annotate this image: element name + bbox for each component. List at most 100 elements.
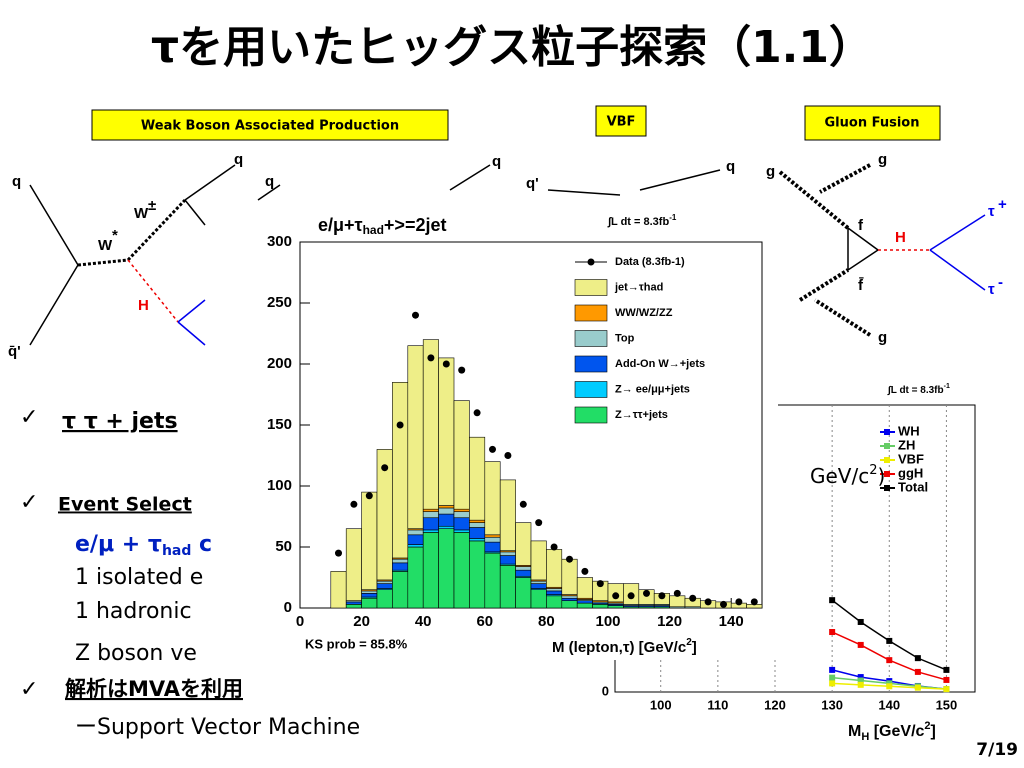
series-marker	[943, 686, 950, 693]
text: e/μ+τ	[318, 215, 363, 235]
y-tick-label: 200	[267, 355, 292, 372]
data-point	[396, 421, 404, 429]
series-marker	[857, 677, 864, 684]
data-point	[643, 589, 650, 597]
y-tick-label: 100	[267, 477, 292, 494]
lumi: ∫L dt = 8.3fb-1	[887, 383, 950, 396]
histogram-bar	[515, 566, 532, 571]
x-tick-label: 100	[650, 697, 672, 712]
page-number: 7/19	[976, 740, 1018, 760]
x-tick-label: 40	[415, 613, 432, 630]
histogram-bar	[546, 588, 563, 592]
histogram-bar	[530, 540, 547, 581]
diagram-label: W	[98, 237, 113, 254]
label-box	[595, 105, 647, 137]
diagram-label: g	[878, 151, 887, 168]
legend-swatch	[574, 304, 608, 322]
diagram-label: *	[112, 227, 118, 244]
data-point	[596, 580, 604, 588]
x-tick-label: 20	[353, 613, 370, 630]
histogram-bar	[484, 541, 501, 553]
bullet-text: e/μ + τhad c	[75, 532, 212, 559]
data-point	[427, 354, 435, 362]
diagram-label: f̄	[858, 276, 864, 294]
histogram-chart: e/μ+τhad+>=2jet ∫L dt = 8.3fb-1 KS prob …	[258, 210, 778, 660]
histogram-bar	[484, 536, 501, 543]
bullet-text: ーSupport Vector Machine	[75, 715, 360, 740]
diagram-label: q	[265, 173, 274, 190]
histogram-bar	[361, 597, 378, 609]
histogram-bar	[422, 517, 439, 531]
x-tick-label: 140	[878, 697, 900, 712]
data-point	[381, 464, 389, 472]
histogram-bar	[422, 532, 439, 609]
text: e/μ + τ	[75, 532, 162, 557]
histogram-bar	[392, 381, 409, 559]
histogram-bar	[453, 511, 470, 519]
data-point	[627, 592, 635, 600]
label-box	[91, 109, 449, 141]
superscript: 2	[869, 463, 877, 478]
histogram-bar	[469, 519, 486, 523]
subscript: had	[162, 543, 191, 559]
text: ]	[692, 639, 697, 656]
histogram-bar	[484, 461, 501, 536]
diagram-label: g	[878, 329, 887, 346]
text: M (lepton,τ) [GeV/c	[552, 639, 686, 656]
series-marker	[914, 668, 921, 675]
data-point	[350, 500, 358, 508]
histogram-bar	[530, 589, 547, 609]
legend-label: Add-On W→+jets	[615, 358, 705, 370]
subscript: H	[861, 731, 869, 743]
y-tick-label: 0	[602, 683, 609, 698]
x-tick-label: 120	[657, 613, 682, 630]
data-point	[489, 445, 496, 453]
histogram-bar	[499, 551, 516, 556]
histogram-bar	[453, 400, 470, 510]
subscript: had	[363, 223, 384, 237]
histogram-bar	[499, 564, 516, 609]
diagram-label: f	[858, 217, 864, 234]
histogram-bar	[438, 528, 455, 609]
histogram-bar	[453, 508, 470, 512]
data-point	[704, 598, 712, 606]
series-marker	[857, 618, 864, 625]
histogram-bar	[392, 562, 409, 571]
diagram-label: +	[998, 196, 1007, 213]
histogram-bar	[546, 549, 563, 588]
histogram-bar	[407, 345, 424, 530]
histogram-bar	[469, 538, 486, 542]
diagram-label: τ	[988, 281, 995, 298]
histogram-bar	[422, 508, 439, 512]
legend-marker	[884, 457, 890, 463]
histogram-bar	[361, 491, 378, 591]
x-tick-label: 120	[764, 697, 786, 712]
y-tick-label: 300	[267, 233, 292, 250]
text: )	[878, 464, 886, 488]
bullet-text: Event Select	[58, 494, 192, 516]
data-point	[473, 409, 481, 417]
x-tick-label: 150	[936, 697, 958, 712]
histogram-bar	[422, 529, 439, 533]
histogram-bar	[361, 590, 378, 594]
lumi: ∫L dt = 8.3fb-1	[607, 213, 677, 228]
series-marker	[914, 684, 921, 691]
check: ✓	[20, 405, 38, 430]
legend-label: Z→ ee/μμ+jets	[615, 383, 690, 395]
histogram-bar	[407, 544, 424, 548]
histogram-bar	[345, 604, 362, 609]
unit-fragment: GeV/c2)	[810, 463, 885, 488]
data-point	[550, 543, 558, 551]
process-label: Weak Boson Associated Production	[141, 119, 399, 134]
legend-label: Data (8.3fb-1)	[615, 256, 685, 268]
text: c	[191, 532, 212, 557]
feynman-diagrams	[29, 163, 986, 346]
legend-label: Total	[898, 479, 928, 494]
legend-marker	[884, 443, 890, 449]
histogram-bar	[607, 605, 624, 609]
histogram-bar	[561, 558, 578, 595]
histogram-bar	[530, 580, 547, 584]
data-point	[750, 598, 758, 606]
legend-marker	[884, 429, 890, 435]
superscript: -1	[944, 383, 950, 390]
